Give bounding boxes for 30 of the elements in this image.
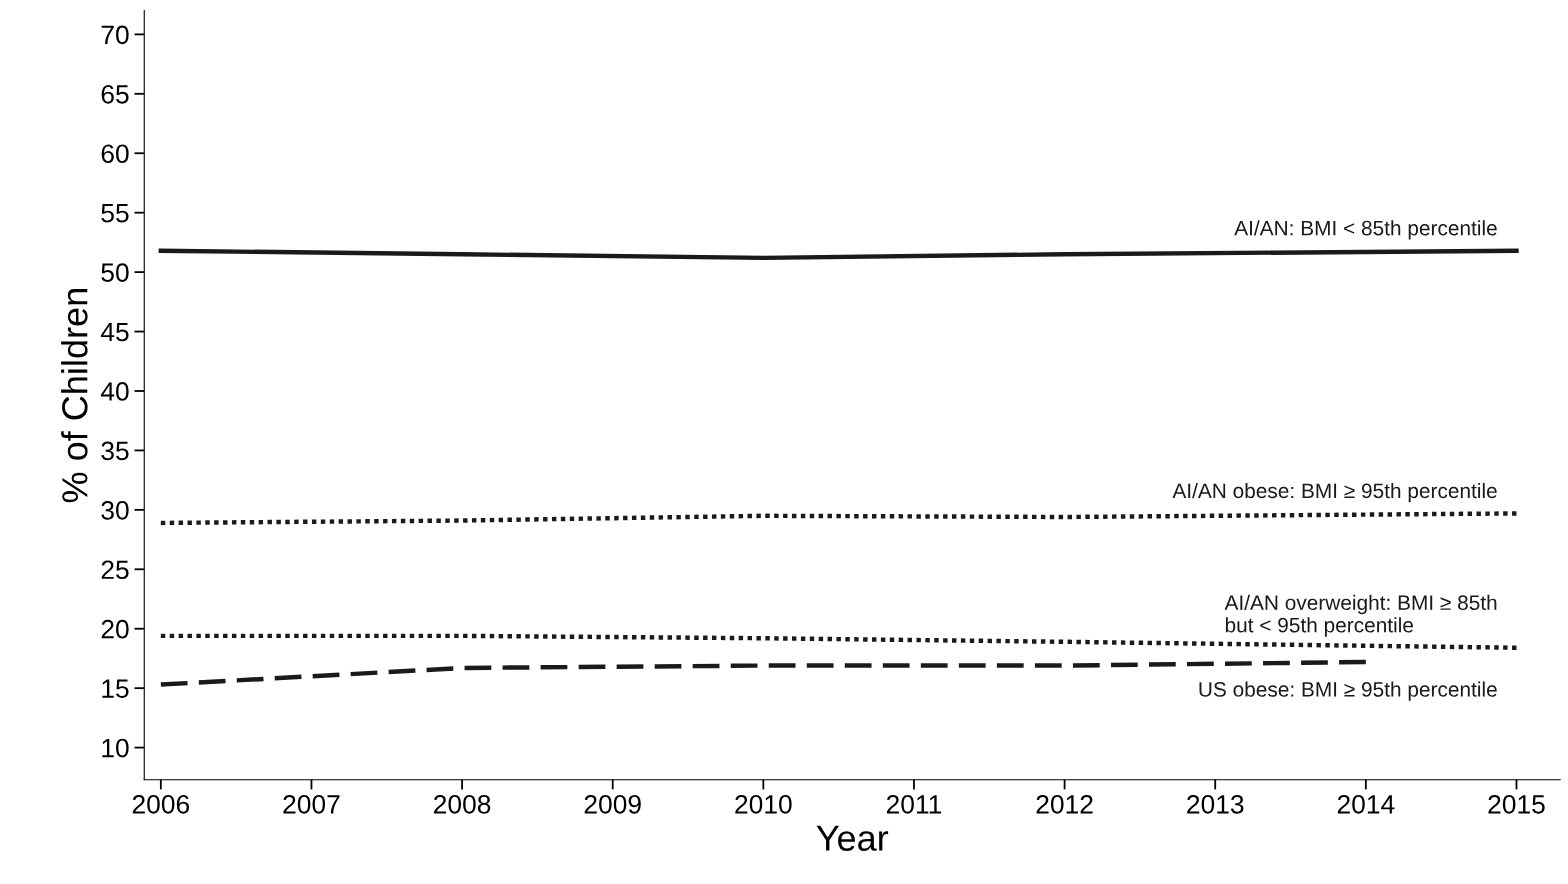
x-axis-title: Year — [816, 825, 889, 851]
x-tick-label: 2013 — [1187, 794, 1244, 814]
y-tick-label: 40 — [100, 382, 129, 401]
y-tick-label: 55 — [101, 204, 129, 223]
y-tick-label: 10 — [102, 738, 129, 758]
y-tick-label: 35 — [101, 441, 129, 461]
y-tick-label: 60 — [101, 144, 129, 164]
x-tick-label: 2009 — [584, 794, 641, 814]
y-tick-label: 45 — [100, 322, 129, 342]
x-tick-label: 2006 — [132, 794, 190, 814]
series-label: AI/AN obese: BMI ≥ 95th percentile — [1172, 482, 1497, 503]
x-tick-label: 2012 — [1036, 794, 1093, 814]
x-tick-label: 2010 — [735, 794, 792, 814]
y-tick-label: 20 — [101, 619, 129, 639]
y-tick-label: 25 — [101, 560, 129, 580]
y-axis-title: % of Children — [61, 289, 88, 503]
x-tick-label: 2007 — [283, 794, 340, 814]
x-tick-label: 2008 — [434, 794, 491, 814]
y-tick-label: 65 — [101, 84, 129, 104]
series-label: AI/AN overweight: BMI ≥ 85th but < 95th percentile — [1224, 594, 1497, 637]
line-series — [158, 511, 1519, 526]
series-label: US obese: BMI ≥ 95th percentile — [1199, 681, 1497, 701]
y-tick-label: 30 — [101, 500, 129, 520]
x-tick-label: 2014 — [1337, 794, 1395, 814]
y-tick-label: 15 — [102, 679, 129, 698]
y-tick-label: 70 — [101, 25, 129, 45]
x-tick-label: 2011 — [886, 794, 942, 814]
y-tick-label: 50 — [101, 263, 129, 282]
series-label: AI/AN: BMI < 85th percentile — [1234, 220, 1497, 240]
x-tick-label: 2015 — [1488, 794, 1545, 814]
